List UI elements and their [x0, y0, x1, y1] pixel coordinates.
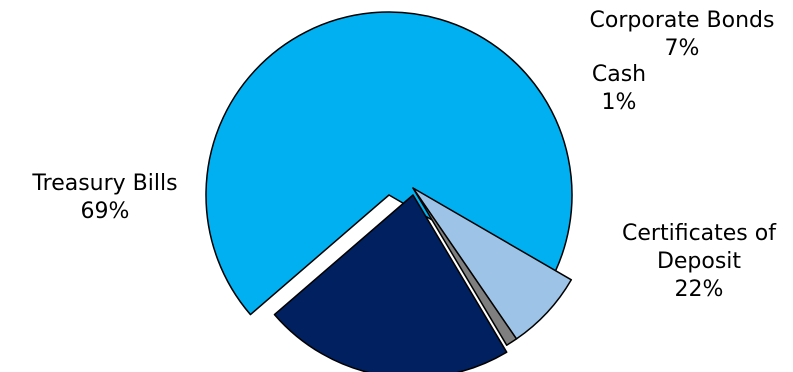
pie-slice-certificates-of-deposit: [273, 194, 508, 372]
slice-percent: 22%: [675, 277, 724, 302]
slice-percent: 7%: [665, 36, 700, 61]
slice-name: Certificates of: [622, 221, 777, 246]
slice-label-cash: Cash 1%: [592, 62, 646, 115]
slice-label-treasury-bills: Treasury Bills 69%: [31, 171, 177, 224]
pie-slices: [205, 11, 573, 372]
slice-name: Treasury Bills: [31, 171, 177, 196]
slice-name: Deposit: [657, 249, 741, 274]
slice-label-certificates-of-deposit: Certificates of Deposit 22%: [622, 221, 777, 302]
slice-labels: Treasury Bills 69% Corporate Bonds 7% Cash 1%…: [31, 8, 777, 302]
slice-percent: 69%: [81, 199, 130, 224]
pie-slice-cash: [412, 187, 518, 346]
slice-percent: 1%: [602, 90, 637, 115]
slice-name: Cash: [592, 62, 646, 87]
slice-name: Corporate Bonds: [590, 8, 775, 33]
slice-label-corporate-bonds: Corporate Bonds 7%: [590, 8, 775, 61]
